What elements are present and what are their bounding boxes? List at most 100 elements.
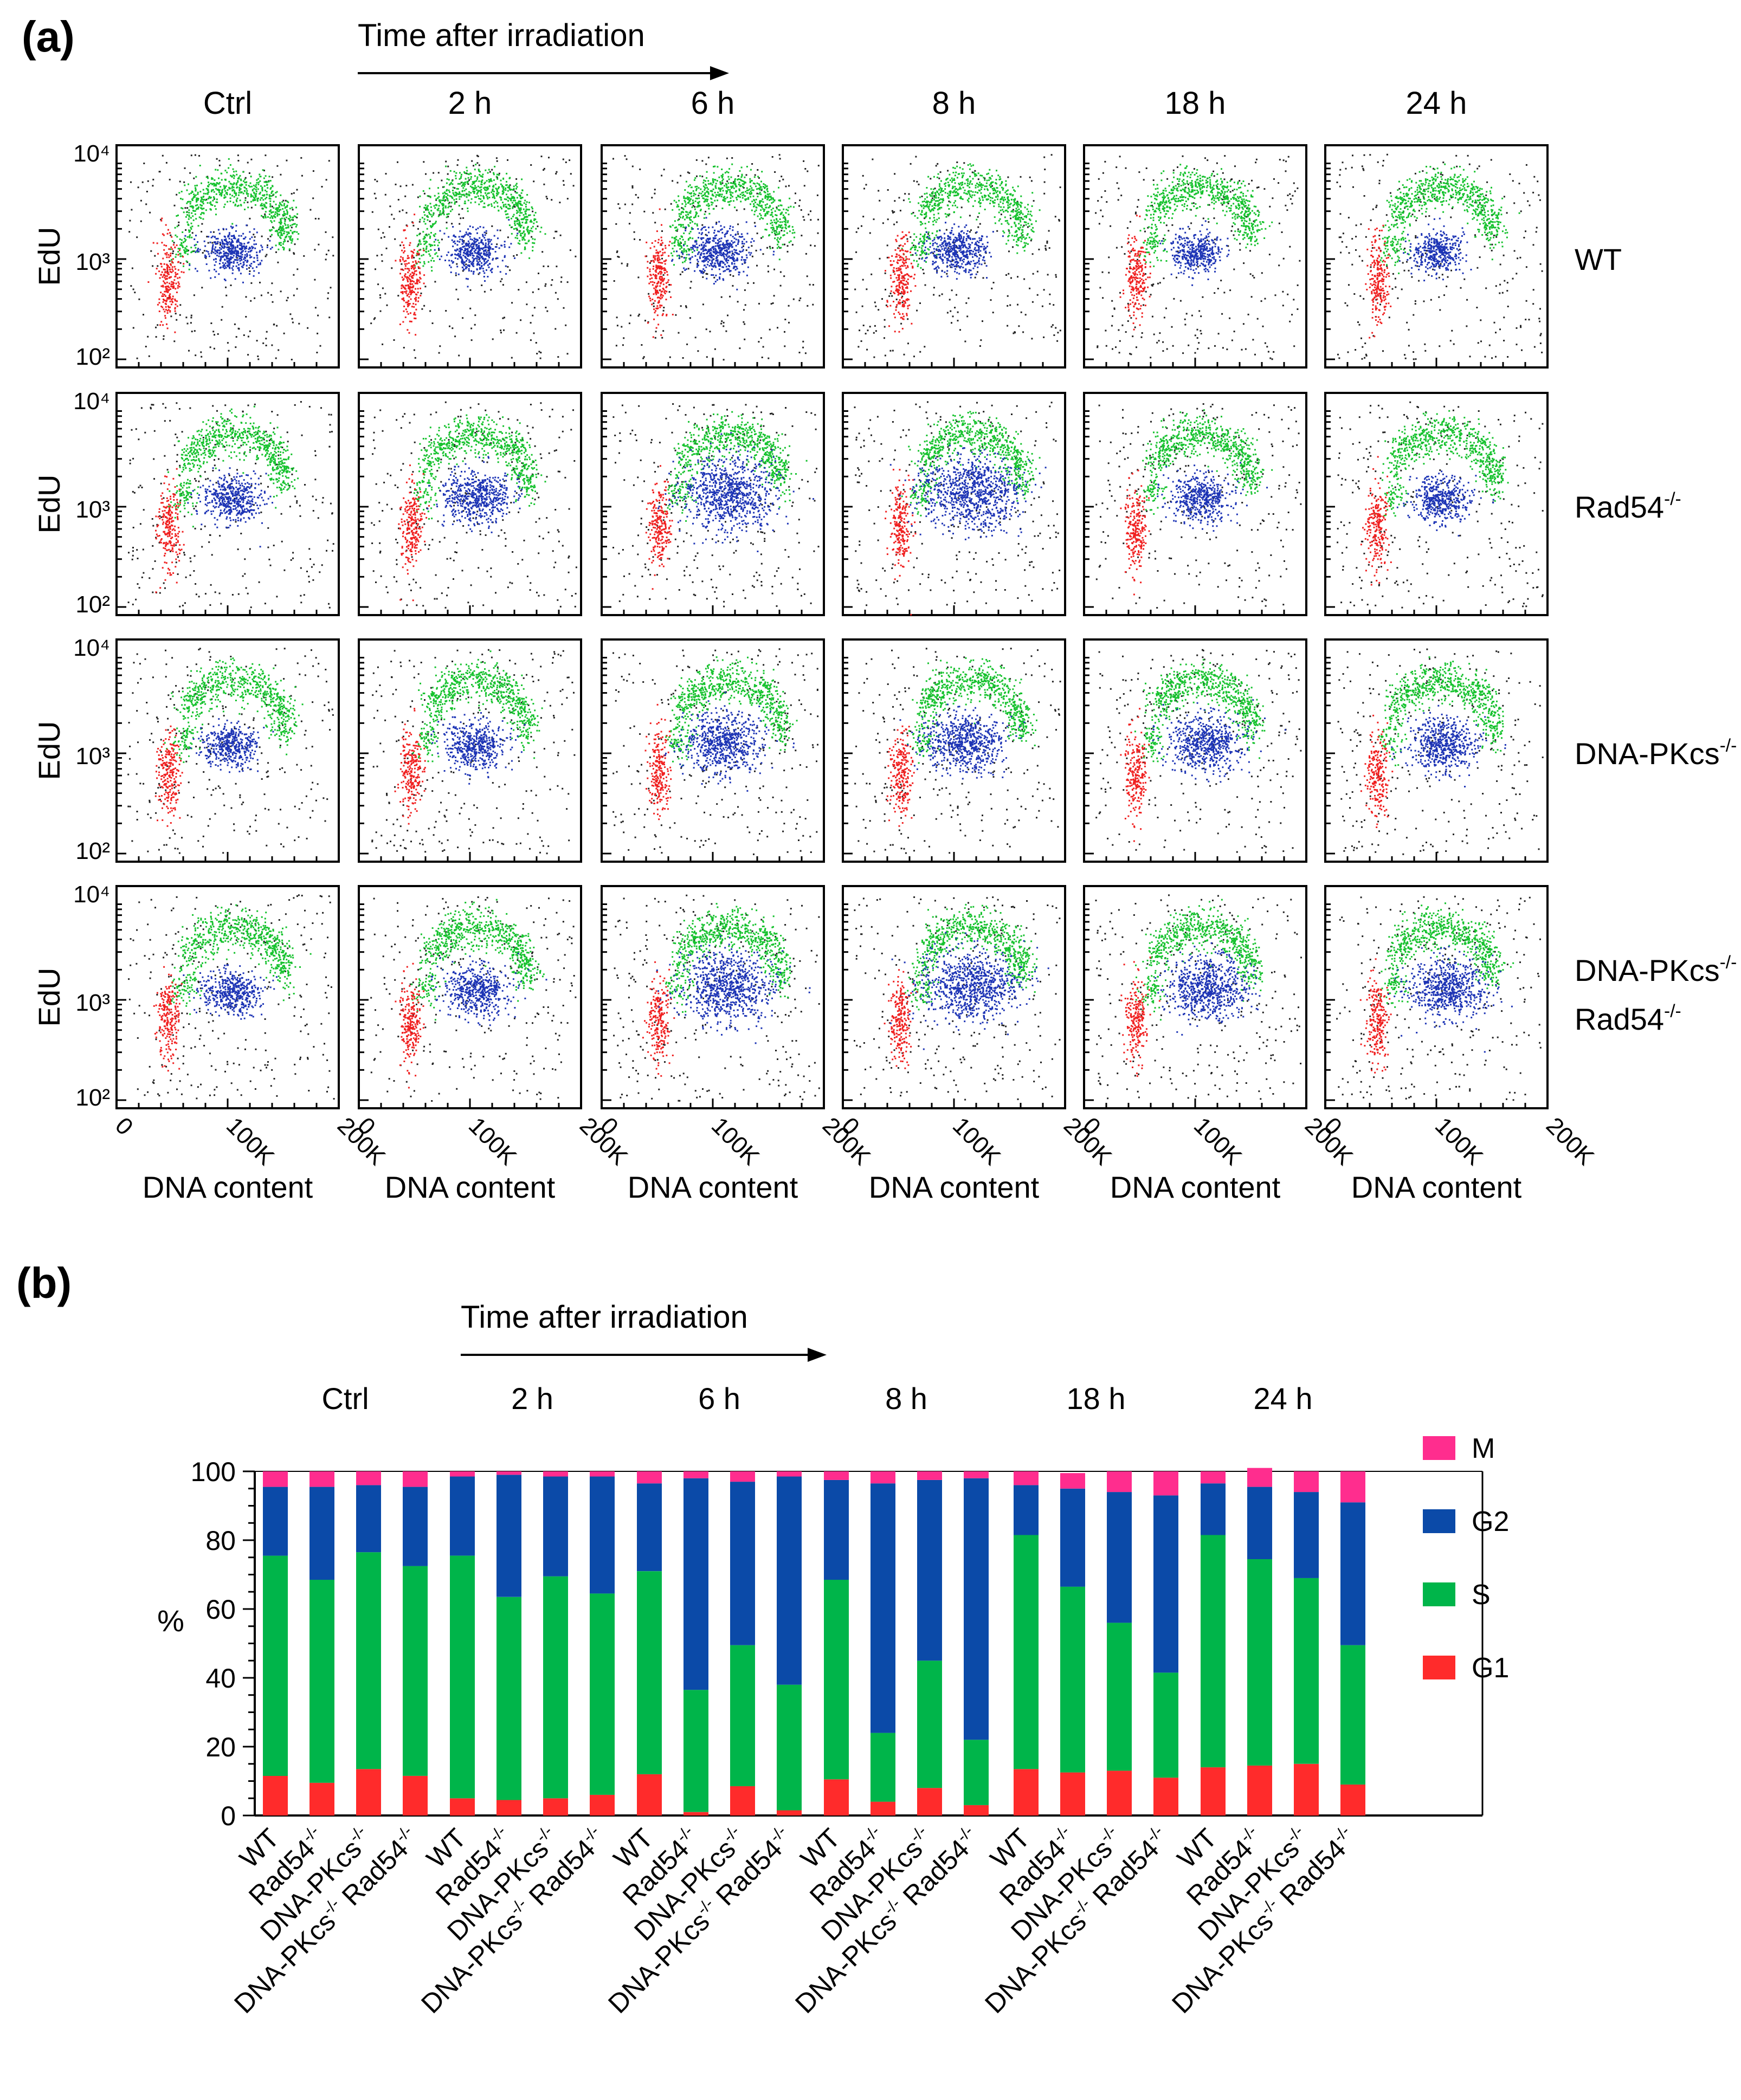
bar-segment-g1 — [1201, 1767, 1226, 1815]
s-phase-points — [170, 158, 300, 270]
g1-points — [395, 962, 425, 1089]
g1-points — [147, 217, 185, 333]
legend: M G2 S G1 — [1423, 1433, 1509, 1684]
g2-points — [1157, 462, 1268, 532]
bar-segment-m — [1014, 1471, 1039, 1485]
bar-segment-s — [403, 1566, 428, 1776]
row-label-line2: Rad54-/- — [1575, 1001, 1681, 1036]
g2-points — [889, 932, 1049, 1050]
x-tick-label: 100K — [947, 1112, 1005, 1170]
s-phase-points — [167, 405, 299, 528]
g1-points — [394, 708, 426, 825]
y-tick-label: 10³ — [75, 249, 110, 275]
panel-b-time-arrow — [461, 1348, 827, 1362]
bar-segment-m — [730, 1471, 755, 1482]
bar-segment-g2 — [824, 1479, 849, 1580]
g2-points — [430, 953, 547, 1026]
panel-a-label: (a) — [22, 12, 75, 61]
scatter-panel — [842, 638, 1066, 863]
bar-segment-m — [683, 1471, 708, 1478]
column-header: 8 h — [932, 86, 976, 121]
bar-segment-m — [1201, 1471, 1226, 1484]
bar-segment-m — [356, 1471, 381, 1485]
bar-segment-g2 — [730, 1482, 755, 1645]
bar-segment-s — [356, 1552, 381, 1769]
bar-segment-g2 — [309, 1487, 334, 1580]
bar-segment-g2 — [1294, 1492, 1319, 1578]
bar-segment-g2 — [777, 1476, 802, 1685]
bar-segment-m — [964, 1471, 989, 1478]
y-tick-label: 80 — [205, 1526, 236, 1556]
bar-segment-g1 — [683, 1812, 708, 1815]
x-axis-label: DNA content — [1351, 1170, 1522, 1204]
x-axis-label: DNA content — [1110, 1170, 1281, 1204]
panel-a-time-arrow — [358, 66, 729, 80]
group-header: 6 h — [698, 1381, 740, 1416]
g2-points — [664, 692, 795, 792]
g2-points — [1159, 220, 1230, 286]
y-tick-label: 10³ — [75, 990, 110, 1016]
bar-segment-g1 — [450, 1798, 475, 1816]
g1-points — [1365, 224, 1392, 339]
bar-segment-g2 — [1247, 1487, 1272, 1559]
bar-segment-s — [777, 1684, 802, 1811]
column-headers: Ctrl 2 h 6 h 8 h 18 h 24 h — [203, 86, 1467, 121]
bar-segment-m — [1340, 1471, 1365, 1503]
y-tick-label: 10³ — [75, 496, 110, 523]
bar-segment-g2 — [1153, 1495, 1178, 1673]
s-phase-points — [665, 903, 791, 1013]
bar-segment-m — [1247, 1468, 1272, 1487]
bar-segment-g2 — [450, 1476, 475, 1556]
scatter-panel — [1324, 638, 1549, 863]
bar-segment-m — [590, 1471, 615, 1477]
y-tick-label: 20 — [205, 1732, 236, 1762]
g2-points — [427, 456, 523, 533]
row-label: WT — [1575, 242, 1622, 276]
x-axis-label: DNA content — [869, 1170, 1040, 1204]
scatter-panel — [1083, 392, 1307, 616]
plot-frame — [358, 144, 582, 369]
bar-segment-g2 — [1014, 1485, 1039, 1535]
legend-swatch — [1423, 1509, 1455, 1533]
y-tick-label: 10² — [75, 344, 110, 370]
bar-segment-s — [543, 1576, 568, 1799]
g1-points — [645, 465, 673, 590]
g2-points — [671, 217, 775, 290]
y-tick-label: 10² — [75, 591, 110, 618]
x-tick-label: 100K — [1430, 1112, 1488, 1170]
y-tick-label: 60 — [205, 1594, 236, 1625]
g2-points — [187, 467, 273, 548]
plot-frame — [601, 392, 825, 616]
bar-segment-g1 — [496, 1800, 521, 1815]
g1-points — [885, 231, 917, 333]
x-axis-label: DNA content — [628, 1170, 798, 1204]
bar-segment-m — [450, 1471, 475, 1477]
g1-points — [884, 969, 918, 1069]
y-tick-label: 10⁴ — [73, 388, 110, 415]
bar-segment-m — [777, 1471, 802, 1477]
plot-frame — [601, 638, 825, 863]
group-header: 18 h — [1067, 1381, 1126, 1416]
g1-points — [885, 469, 917, 616]
bar-segment-s — [590, 1593, 615, 1795]
scatter-panel: 10⁴ 10³ 10² EdU — [32, 635, 340, 864]
bar-segment-s — [964, 1740, 989, 1805]
bar-segment-m — [1060, 1473, 1085, 1489]
bar-segment-g1 — [1340, 1784, 1365, 1815]
bar-segment-s — [450, 1555, 475, 1799]
scatter-panel — [601, 144, 825, 369]
g1-points — [154, 725, 183, 827]
bar-segment-g1 — [964, 1805, 989, 1815]
s-phase-points — [414, 164, 546, 272]
bar-segment-s — [637, 1571, 662, 1774]
scatter-panel — [1083, 144, 1307, 369]
y-tick-label: 10² — [75, 838, 110, 864]
y-axis-label: EdU — [32, 475, 66, 534]
g2-points — [1396, 470, 1494, 537]
s-phase-points — [1134, 658, 1266, 763]
g2-points — [899, 703, 1026, 780]
plot-frame — [358, 885, 582, 1109]
y-axis-label: EdU — [32, 227, 66, 286]
plot-frame — [1324, 144, 1549, 369]
